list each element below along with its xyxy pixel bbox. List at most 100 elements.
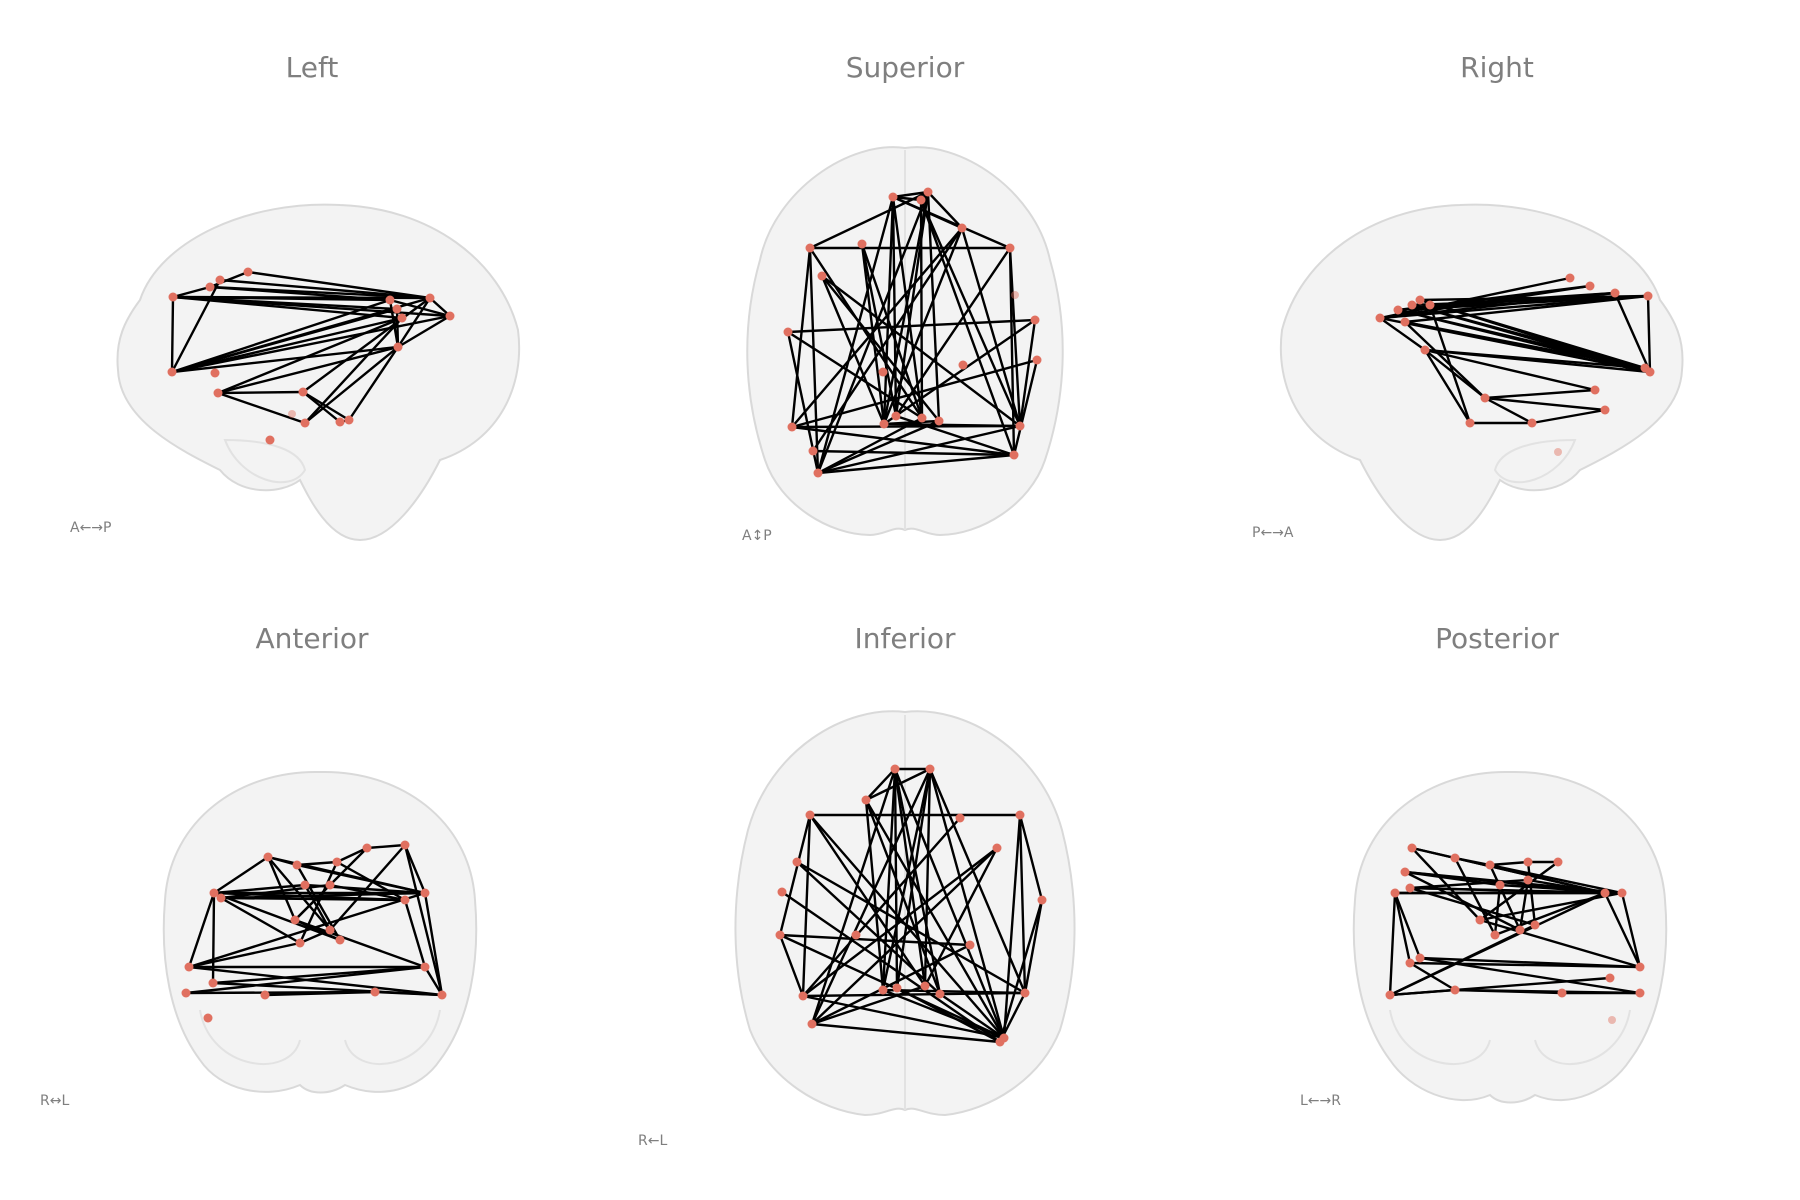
edge — [170, 298, 392, 374]
edges-posterior — [1388, 846, 1642, 997]
node — [420, 888, 430, 898]
edge — [1646, 294, 1652, 374]
edge — [303, 883, 332, 932]
node — [335, 417, 345, 427]
node — [325, 925, 335, 935]
edge — [1488, 863, 1624, 895]
node — [1617, 888, 1627, 898]
edge — [1018, 813, 1044, 902]
node — [1600, 888, 1610, 898]
node — [393, 342, 403, 352]
edge — [1393, 891, 1412, 965]
faint-node — [288, 410, 296, 418]
node — [783, 327, 793, 337]
edges-left — [170, 270, 452, 425]
node — [1405, 958, 1415, 968]
edge — [786, 318, 1037, 334]
orientation-label-inferior: R←L — [638, 1133, 667, 1149]
cerebellum-left — [223, 438, 307, 484]
edge — [919, 198, 1016, 457]
edge — [293, 918, 427, 969]
node — [1420, 345, 1430, 355]
orientation-label-posterior: L←→R — [1300, 1093, 1341, 1109]
node — [1005, 243, 1015, 253]
edge — [303, 345, 400, 425]
panel-title-right: Right — [1460, 51, 1534, 84]
faint-node — [1608, 1016, 1616, 1024]
edge — [864, 798, 1006, 1040]
node — [992, 843, 1002, 853]
node — [215, 275, 225, 285]
edge — [801, 816, 962, 998]
edge — [808, 246, 924, 420]
node — [332, 857, 342, 867]
edge — [1493, 891, 1607, 937]
edge — [170, 314, 452, 374]
edge — [216, 316, 404, 395]
node — [1385, 990, 1395, 1000]
node — [957, 223, 967, 233]
node — [1523, 875, 1533, 885]
node — [798, 991, 808, 1001]
edge — [1002, 813, 1022, 1040]
edge — [1488, 860, 1530, 867]
orientation-label-superior: A↕P — [742, 528, 772, 544]
edge — [926, 190, 964, 230]
edge — [1023, 898, 1044, 995]
edge — [216, 390, 305, 395]
node — [210, 368, 220, 378]
edge — [882, 419, 941, 426]
node — [1390, 888, 1400, 898]
node — [168, 292, 178, 302]
edge — [403, 843, 427, 895]
node — [1480, 393, 1490, 403]
node — [857, 239, 867, 249]
orientation-label-right: P←→A — [1252, 525, 1294, 541]
node — [851, 930, 861, 940]
edge — [808, 190, 930, 250]
edge — [795, 860, 1027, 995]
node — [1030, 315, 1040, 325]
edges-inferior — [778, 767, 1044, 1044]
edge — [1388, 923, 1537, 997]
edge — [960, 226, 1022, 428]
node — [787, 422, 797, 432]
node — [891, 411, 901, 421]
node — [1020, 988, 1030, 998]
node — [1495, 880, 1505, 890]
edge — [298, 928, 332, 945]
node — [807, 1019, 817, 1029]
edge — [373, 990, 444, 997]
edge — [1428, 291, 1617, 307]
edge — [1423, 348, 1597, 392]
node — [1515, 925, 1525, 935]
panel-inferior: Inferior R←L — [638, 622, 1076, 1149]
node — [344, 415, 354, 425]
edge — [423, 965, 444, 997]
node — [1565, 273, 1575, 283]
edge — [303, 316, 404, 425]
edge — [1526, 878, 1607, 895]
nodes-posterior — [1385, 843, 1645, 1024]
node — [1425, 300, 1435, 310]
edge — [881, 988, 1006, 1040]
edge — [1388, 891, 1397, 997]
edge — [263, 990, 377, 997]
node — [1450, 985, 1460, 995]
node — [792, 857, 802, 867]
faint-node — [1554, 448, 1562, 456]
edge — [1012, 358, 1039, 457]
panel-title-anterior: Anterior — [255, 622, 369, 655]
edge — [1388, 976, 1612, 997]
panel-superior: Superior A↕P — [742, 51, 1064, 544]
node — [385, 295, 395, 305]
node — [890, 764, 900, 774]
edge — [919, 198, 924, 420]
node — [879, 419, 889, 429]
edge — [786, 330, 924, 420]
node — [400, 840, 410, 850]
panel-left: Left A←→P — [70, 51, 521, 542]
node — [263, 852, 273, 862]
node — [1475, 915, 1485, 925]
edges-superior — [786, 190, 1039, 475]
